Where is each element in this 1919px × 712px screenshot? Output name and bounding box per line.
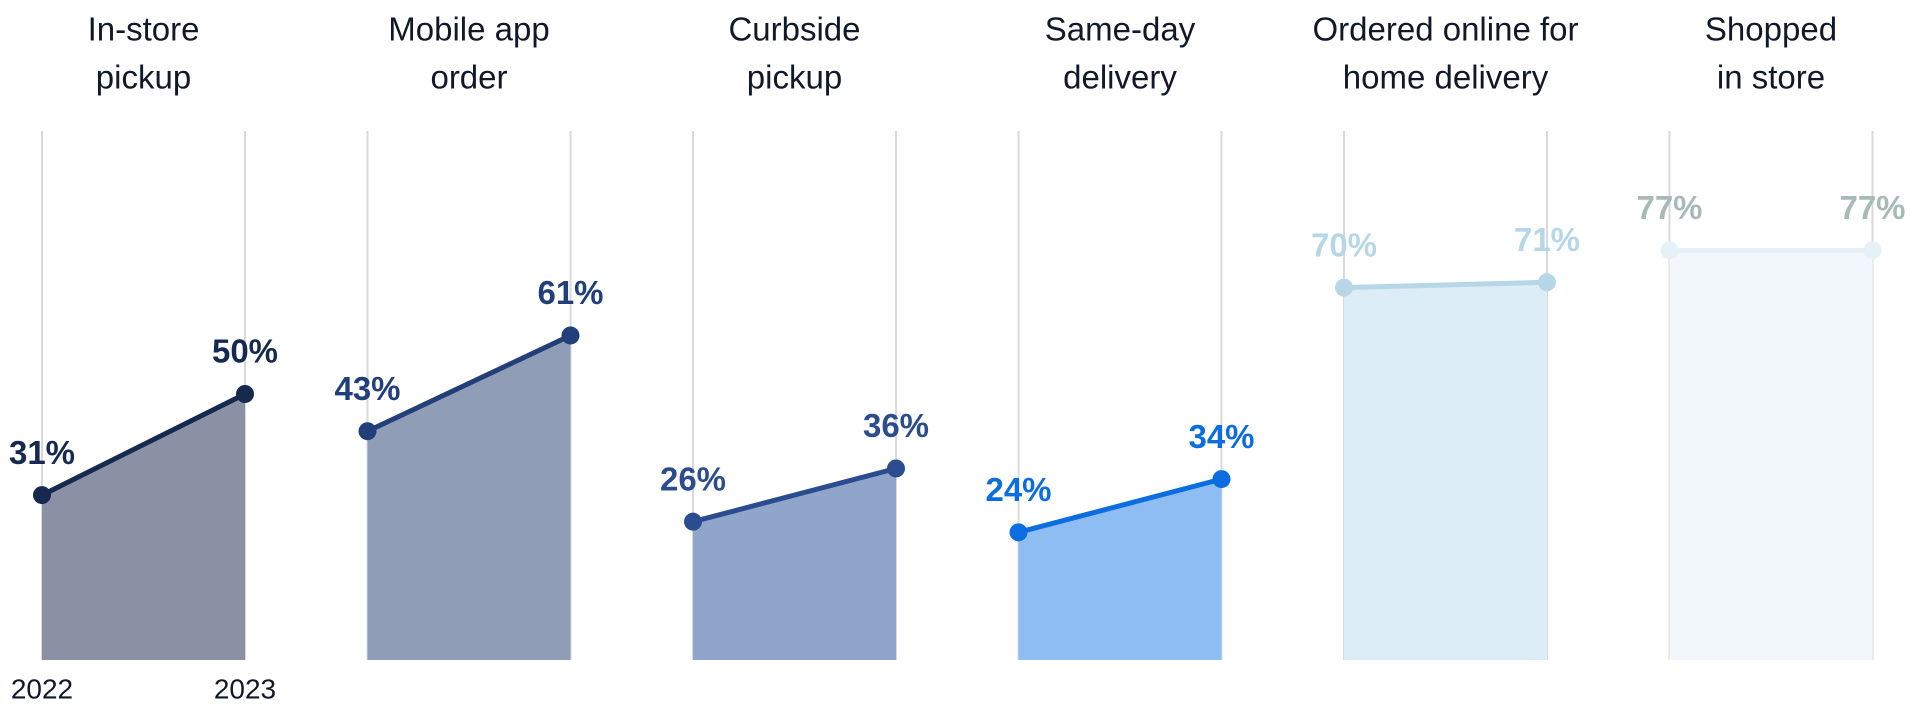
data-point-2022 xyxy=(684,512,702,531)
panel-title: Ordered online for home delivery xyxy=(1313,11,1579,96)
data-point-2023 xyxy=(236,385,254,403)
panel-6: Shopped in store 77% 77% xyxy=(1636,11,1906,661)
data-label-2022: 43% xyxy=(334,370,400,407)
area-fill xyxy=(367,335,571,660)
series-line xyxy=(690,465,899,525)
data-label-2023: 36% xyxy=(863,407,929,444)
panel-title-line: Same-day xyxy=(1045,11,1196,48)
panel-title-line: order xyxy=(430,59,507,96)
panel-title-line: pickup xyxy=(96,59,191,96)
panel-title-line: home delivery xyxy=(1343,59,1549,96)
panel-title: Curbside pickup xyxy=(728,11,860,96)
data-point-2022 xyxy=(358,422,377,441)
data-label-2022: 70% xyxy=(1311,226,1377,263)
panel-title: In-store pickup xyxy=(88,11,200,96)
panel-5: Ordered online for home delivery 70% 71% xyxy=(1311,11,1580,660)
data-label-2023: 50% xyxy=(212,333,278,370)
data-label-2023: 71% xyxy=(1514,221,1580,258)
area-fill xyxy=(1669,250,1873,661)
data-label-2023: 61% xyxy=(537,274,603,311)
area-fill xyxy=(42,394,245,660)
data-point-2022 xyxy=(33,486,51,505)
x-tick-label-2022: 2022 xyxy=(11,673,73,704)
series-line xyxy=(1016,476,1224,535)
panel-title-line: Mobile app xyxy=(388,11,549,48)
panel-title-line: In-store xyxy=(88,11,200,48)
data-label-2023: 77% xyxy=(1839,189,1905,226)
panel-title: Shopped in store xyxy=(1705,11,1837,96)
series-line xyxy=(1341,279,1550,291)
panel-title-line: in store xyxy=(1717,59,1825,96)
data-point-2023 xyxy=(1538,273,1556,292)
panel-1: In-store pickup 31% 50% 2022 2023 xyxy=(9,11,278,705)
data-point-2023 xyxy=(561,326,580,345)
data-point-2022 xyxy=(1335,278,1353,297)
panel-title-line: delivery xyxy=(1063,59,1177,96)
data-label-2022: 26% xyxy=(660,460,726,497)
data-point-2023 xyxy=(887,459,905,478)
area-fill xyxy=(693,468,896,660)
data-label-2023: 34% xyxy=(1188,418,1254,455)
panel-title-line: pickup xyxy=(747,59,842,96)
panel-title-line: Ordered online for xyxy=(1313,11,1579,48)
panel-title: Mobile app order xyxy=(388,11,549,96)
panel-title-line: Shopped xyxy=(1705,11,1837,48)
panel-title: Same-day delivery xyxy=(1045,11,1196,96)
data-point-2023 xyxy=(1212,470,1231,489)
x-tick-label-2023: 2023 xyxy=(214,673,276,704)
data-point-2023 xyxy=(1863,241,1882,260)
area-fill xyxy=(1344,282,1547,660)
series-line xyxy=(39,391,248,498)
data-label-2022: 77% xyxy=(1636,189,1702,226)
area-fill xyxy=(1018,479,1222,660)
panel-2: Mobile app order 43% 61% xyxy=(334,11,604,660)
panel-4: Same-day delivery 24% 34% xyxy=(985,11,1255,660)
data-point-2022 xyxy=(1009,523,1028,542)
data-label-2022: 31% xyxy=(9,434,75,471)
series-line xyxy=(365,332,573,434)
data-point-2022 xyxy=(1660,241,1679,260)
panel-title-line: Curbside xyxy=(728,11,860,48)
panel-3: Curbside pickup 26% 36% xyxy=(660,11,929,660)
data-label-2022: 24% xyxy=(985,471,1051,508)
